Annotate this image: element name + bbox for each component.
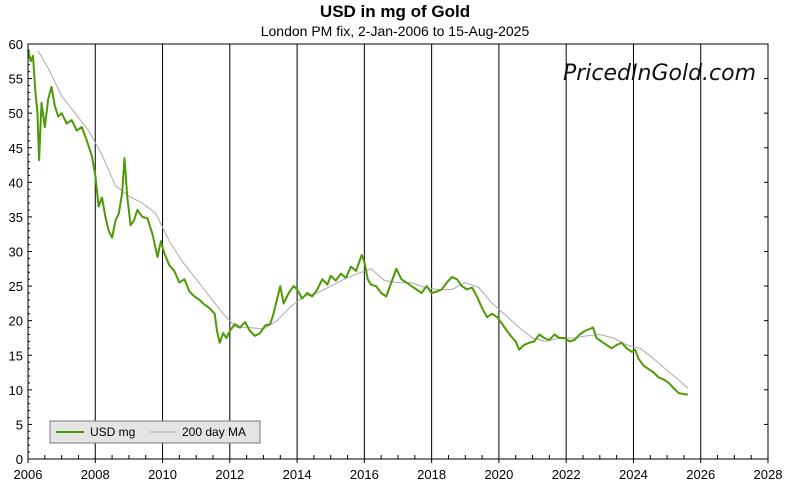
legend-label-usd-mg: USD mg <box>90 425 135 439</box>
y-tick-label: 60 <box>9 37 23 52</box>
y-tick-label: 5 <box>16 417 23 432</box>
x-axis: 2006 2008 2010 2012 2014 2016 2018 2020 2022 2024… <box>14 455 783 482</box>
y-tick-label: 50 <box>9 106 23 121</box>
chart-subtitle: London PM fix, 2-Jan-2006 to 15-Aug-2025 <box>261 23 530 39</box>
plot-area <box>28 44 768 459</box>
y-tick-label: 10 <box>9 383 23 398</box>
x-tick-label: 2028 <box>754 467 783 482</box>
x-tick-label: 2016 <box>350 467 379 482</box>
x-tick-label: 2024 <box>619 467 648 482</box>
x-tick-label: 2012 <box>215 467 244 482</box>
series-group <box>27 49 689 396</box>
y-tick-label: 55 <box>9 72 23 87</box>
y-tick-label: 35 <box>9 210 23 225</box>
y-tick-label: 30 <box>9 245 23 260</box>
y-axis: 0 5 10 15 20 25 30 35 40 45 50 55 60 <box>9 37 768 467</box>
legend: USD mg 200 day MA <box>49 420 261 444</box>
y-tick-label: 45 <box>9 141 23 156</box>
chart-title: USD in mg of Gold <box>320 2 470 21</box>
series-line-usd-mg <box>27 49 689 396</box>
x-tick-label: 2010 <box>148 467 177 482</box>
x-tick-label: 2022 <box>552 467 581 482</box>
legend-label-200-day-ma: 200 day MA <box>182 425 246 439</box>
x-tick-label: 2014 <box>283 467 312 482</box>
x-tick-label: 2026 <box>686 467 715 482</box>
y-tick-label: 15 <box>9 348 23 363</box>
x-tick-label: 2020 <box>484 467 513 482</box>
gridlines <box>94 44 702 459</box>
y-tick-label: 40 <box>9 175 23 190</box>
x-tick-label: 2008 <box>81 467 110 482</box>
y-tick-label: 25 <box>9 279 23 294</box>
x-tick-label: 2006 <box>14 467 43 482</box>
watermark: PricedInGold.com <box>563 61 756 86</box>
y-tick-label: 20 <box>9 314 23 329</box>
x-tick-label: 2018 <box>417 467 446 482</box>
series-line-200-day-ma <box>37 50 689 389</box>
plot-frame <box>27 43 769 460</box>
y-tick-label: 0 <box>16 452 23 467</box>
